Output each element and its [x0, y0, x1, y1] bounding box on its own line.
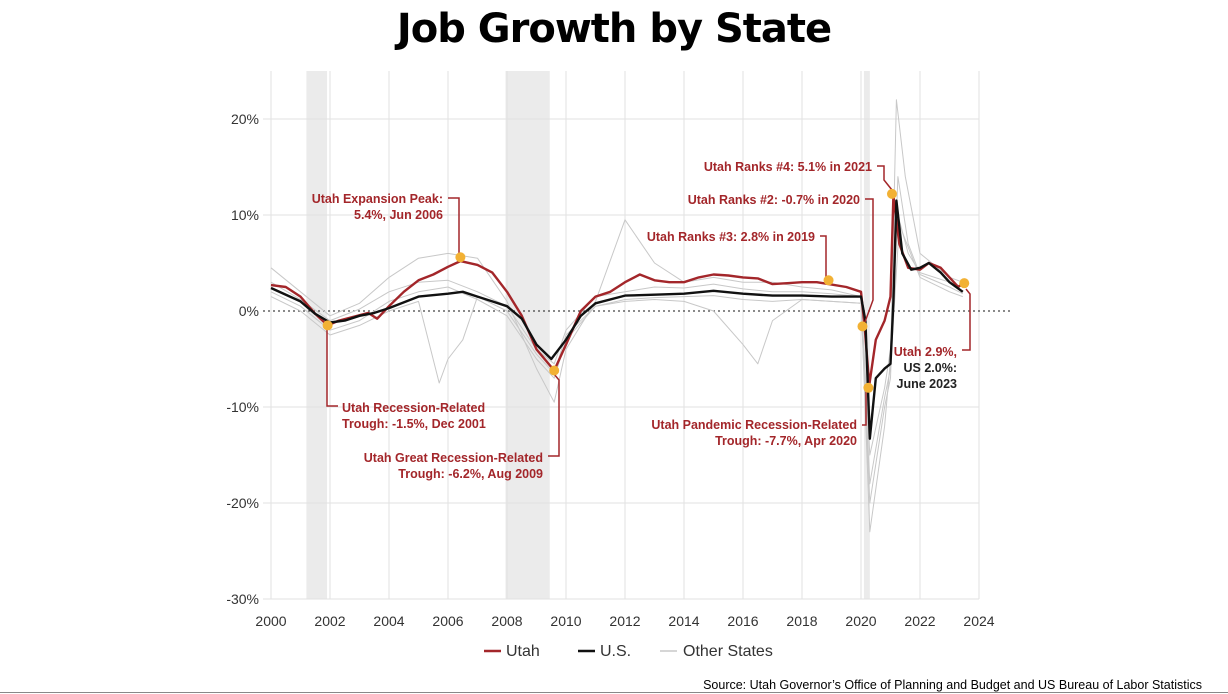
- legend-label: U.S.: [600, 643, 631, 660]
- x-tick-label: 2008: [491, 613, 522, 629]
- annotation-label: Trough: -7.7%, Apr 2020: [715, 434, 857, 448]
- annotation-label: Trough: -1.5%, Dec 2001: [342, 417, 486, 431]
- highlight-marker: [886, 188, 897, 199]
- recession-shading: [306, 71, 328, 599]
- x-tick-label: 2022: [904, 613, 935, 629]
- highlight-marker: [863, 382, 874, 393]
- annotation-leader: [326, 330, 338, 407]
- annotation-leader: [820, 235, 827, 278]
- divider: [0, 692, 1228, 693]
- x-tick-label: 2018: [786, 613, 817, 629]
- annotation-label: Utah Recession-Related: [342, 401, 485, 415]
- highlight-marker: [959, 278, 970, 289]
- y-tick-label: 0%: [239, 303, 259, 319]
- series-line-other-states: [270, 99, 963, 533]
- annotation-leader: [877, 165, 893, 191]
- highlight-marker: [455, 252, 466, 263]
- chart-title: Job Growth by State: [396, 6, 832, 52]
- x-tick-label: 2004: [373, 613, 404, 629]
- x-tick-label: 2024: [963, 613, 994, 629]
- x-tick-label: 2002: [314, 613, 345, 629]
- annotation-label: 5.4%, Jun 2006: [354, 208, 443, 222]
- x-tick-label: 2012: [609, 613, 640, 629]
- highlight-marker: [549, 365, 560, 376]
- x-tick-label: 2010: [550, 613, 581, 629]
- x-tick-label: 2006: [432, 613, 463, 629]
- annotation-label: Utah Ranks #2: -0.7% in 2020: [688, 193, 860, 207]
- annotation-label: Utah Ranks #4: 5.1% in 2021: [704, 160, 872, 174]
- series-line-utah: [270, 194, 964, 387]
- annotation-label: US 2.0%:: [904, 361, 958, 375]
- annotation-leader: [962, 288, 971, 351]
- x-tick-label: 2020: [845, 613, 876, 629]
- annotation-leader: [448, 197, 460, 256]
- series-line-u-s-: [270, 199, 964, 440]
- highlight-marker: [322, 320, 333, 331]
- legend-label: Other States: [683, 643, 773, 660]
- highlight-marker: [823, 275, 834, 286]
- annotation-label: Utah Expansion Peak:: [312, 192, 443, 206]
- y-tick-label: -20%: [226, 495, 259, 511]
- annotation-leader: [864, 198, 874, 323]
- source-note: Source: Utah Governor’s Office of Planni…: [703, 678, 1202, 692]
- recession-shading: [505, 71, 550, 599]
- annotation-label: Utah Ranks #3: 2.8% in 2019: [647, 230, 815, 244]
- y-tick-label: 10%: [231, 207, 259, 223]
- annotation-label: Trough: -6.2%, Aug 2009: [398, 467, 543, 481]
- annotation-label: Utah 2.9%,: [894, 345, 957, 359]
- series-line-other-states: [270, 224, 963, 485]
- annotation-label: Utah Great Recession-Related: [364, 451, 543, 465]
- x-tick-label: 2014: [668, 613, 699, 629]
- y-tick-label: -30%: [226, 591, 259, 607]
- highlight-marker: [857, 321, 868, 332]
- y-tick-label: 20%: [231, 111, 259, 127]
- y-tick-label: -10%: [226, 399, 259, 415]
- x-tick-label: 2016: [727, 613, 758, 629]
- annotation-leader: [548, 373, 560, 457]
- annotation-label: Utah Pandemic Recession-Related: [651, 418, 857, 432]
- annotation-leader: [862, 386, 867, 426]
- legend-label: Utah: [506, 643, 540, 660]
- x-tick-label: 2000: [255, 613, 286, 629]
- annotation-label: June 2023: [897, 377, 958, 391]
